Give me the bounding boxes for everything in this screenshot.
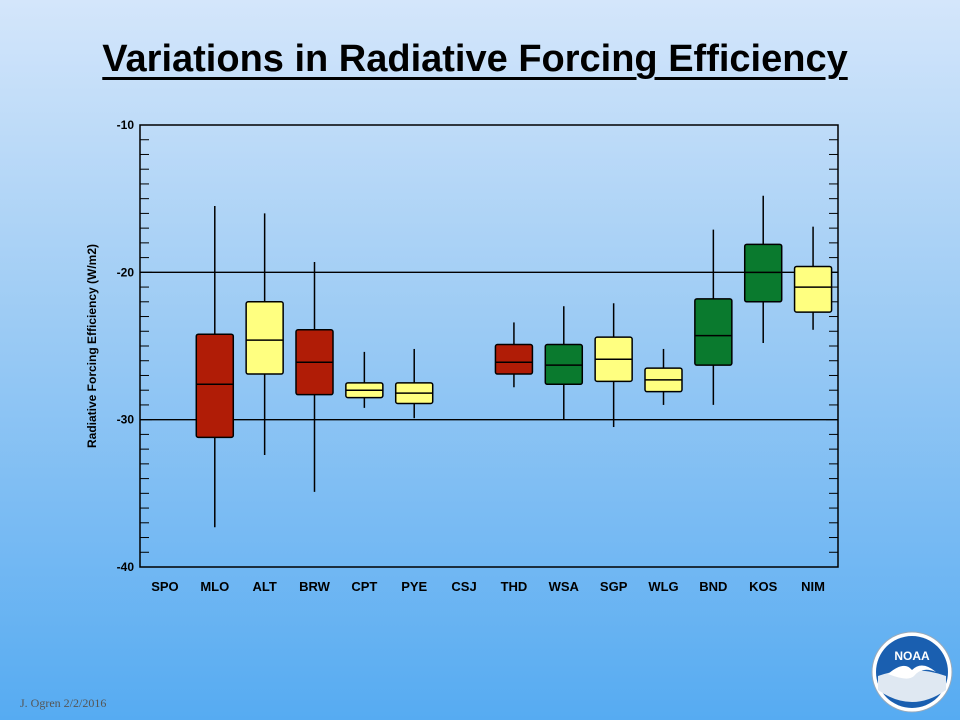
x-tick-label: SGP: [600, 579, 628, 594]
box-alt: [245, 213, 284, 456]
y-axis-label: Radiative Forcing Efficiency (W/m2): [85, 244, 99, 448]
x-tick-label: NIM: [801, 579, 825, 594]
minor-ticks: [140, 124, 838, 568]
x-tick-label: SPO: [151, 579, 178, 594]
y-tick-label: -20: [117, 265, 135, 279]
iqr-box: [793, 265, 833, 313]
box-nim: [793, 226, 833, 330]
x-tick-label: KOS: [749, 579, 778, 594]
box-brw: [295, 262, 334, 492]
x-tick-label: PYE: [401, 579, 427, 594]
y-tick-labels: -10 -20 -30 -40: [117, 118, 135, 574]
iqr-box: [245, 301, 284, 375]
slide-title: Variations in Radiative Forcing Efficien…: [102, 38, 848, 80]
box-bnd: [694, 229, 733, 405]
box-pye: [394, 348, 434, 419]
x-tick-label: MLO: [200, 579, 229, 594]
box-wsa: [544, 306, 584, 420]
x-tick-label: WSA: [549, 579, 580, 594]
x-tick-label: BND: [699, 579, 727, 594]
footer-credit: J. Ogren 2/2/2016: [20, 696, 107, 710]
x-tick-label: CSJ: [451, 579, 476, 594]
iqr-box: [694, 298, 733, 366]
x-tick-labels: SPO MLO ALT BRW CPT PYE CSJ THD WSA SGP WLG BND KOS N…: [151, 579, 825, 594]
x-tick-label: BRW: [299, 579, 331, 594]
iqr-box: [195, 333, 235, 439]
noaa-logo: NOAA: [871, 631, 953, 713]
box-cpt: [345, 351, 384, 408]
x-tick-label: ALT: [252, 579, 276, 594]
y-tick-label: -30: [117, 413, 135, 427]
plot-frame: [139, 124, 839, 568]
noaa-logo-text: NOAA: [894, 649, 930, 663]
reference-lines: [140, 271, 838, 421]
x-tick-label: THD: [501, 579, 528, 594]
box-kos: [743, 195, 783, 344]
iqr-box: [494, 343, 534, 375]
box-wlg: [644, 348, 683, 405]
box-sgp: [594, 303, 633, 428]
x-tick-label: WLG: [648, 579, 678, 594]
y-tick-label: -40: [117, 560, 135, 574]
box-mlo: [195, 206, 235, 528]
box-thd: [494, 322, 534, 388]
x-tick-label: CPT: [351, 579, 377, 594]
boxes: [195, 195, 833, 528]
y-tick-label: -10: [117, 118, 135, 132]
